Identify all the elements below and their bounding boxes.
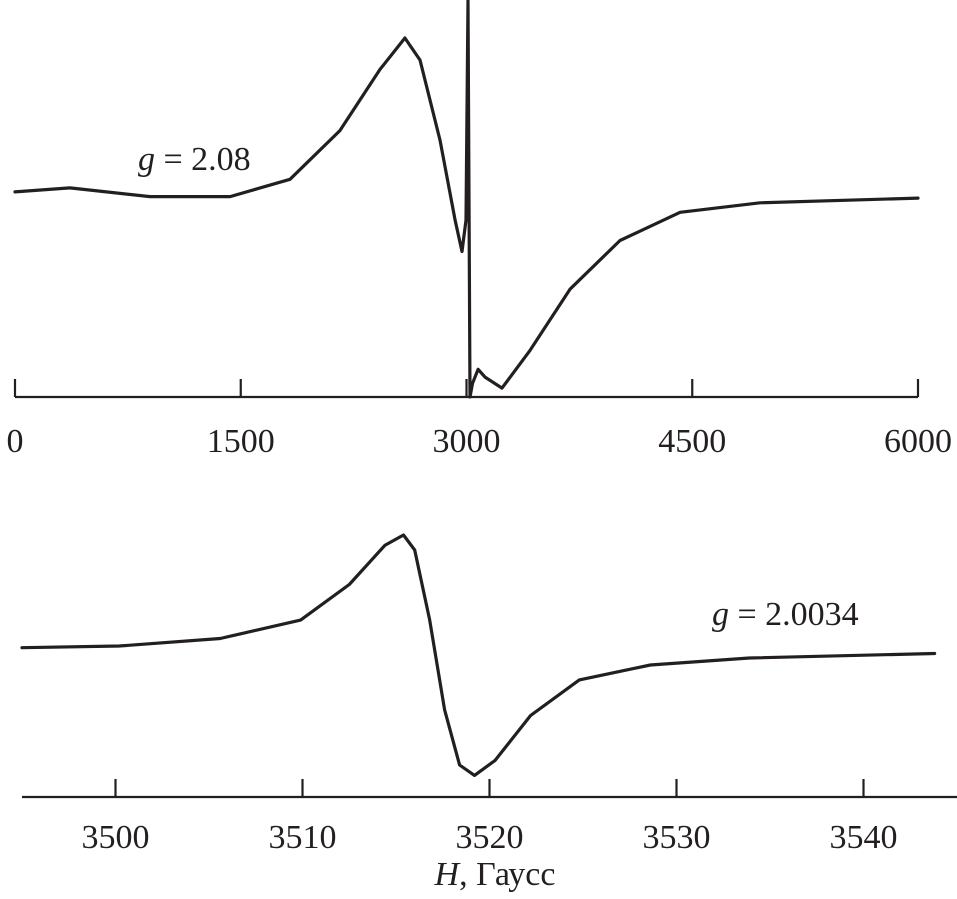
top-g-symbol: g [138, 141, 155, 178]
top-x-tick-label: 6000 [884, 423, 952, 460]
bottom-g-value: = 2.0034 [729, 596, 859, 633]
top-g-annotation: g = 2.08 [138, 141, 251, 178]
bottom-g-annotation: g = 2.0034 [712, 596, 859, 633]
bottom-x-tick-label: 3510 [269, 819, 337, 856]
top-x-tick-label: 0 [7, 423, 24, 460]
bottom-x-tick-label: 3530 [643, 819, 711, 856]
top-x-tick-label: 4500 [658, 423, 726, 460]
bottom-x-tick-label: 3520 [456, 819, 524, 856]
top-spectrum-curve [13, 0, 920, 399]
bottom-panel: g = 2.0034 H, Гаусс 3500 3510 3520 3530 3540 [20, 533, 957, 893]
x-axis-unit: , Гаусс [459, 856, 555, 893]
top-x-tick-label: 3000 [433, 423, 501, 460]
top-g-value: = 2.08 [155, 141, 251, 178]
bottom-x-tick-label: 3540 [830, 819, 898, 856]
bottom-x-axis-title: H, Гаусс [434, 856, 556, 893]
top-panel: g = 2.08 0 1500 3000 4500 6000 [7, 0, 952, 460]
top-x-tick-label: 1500 [207, 423, 275, 460]
x-axis-symbol: H [434, 856, 462, 893]
bottom-spectrum-curve [20, 533, 937, 777]
bottom-x-tick-label: 3500 [82, 819, 150, 856]
bottom-g-symbol: g [712, 596, 729, 633]
